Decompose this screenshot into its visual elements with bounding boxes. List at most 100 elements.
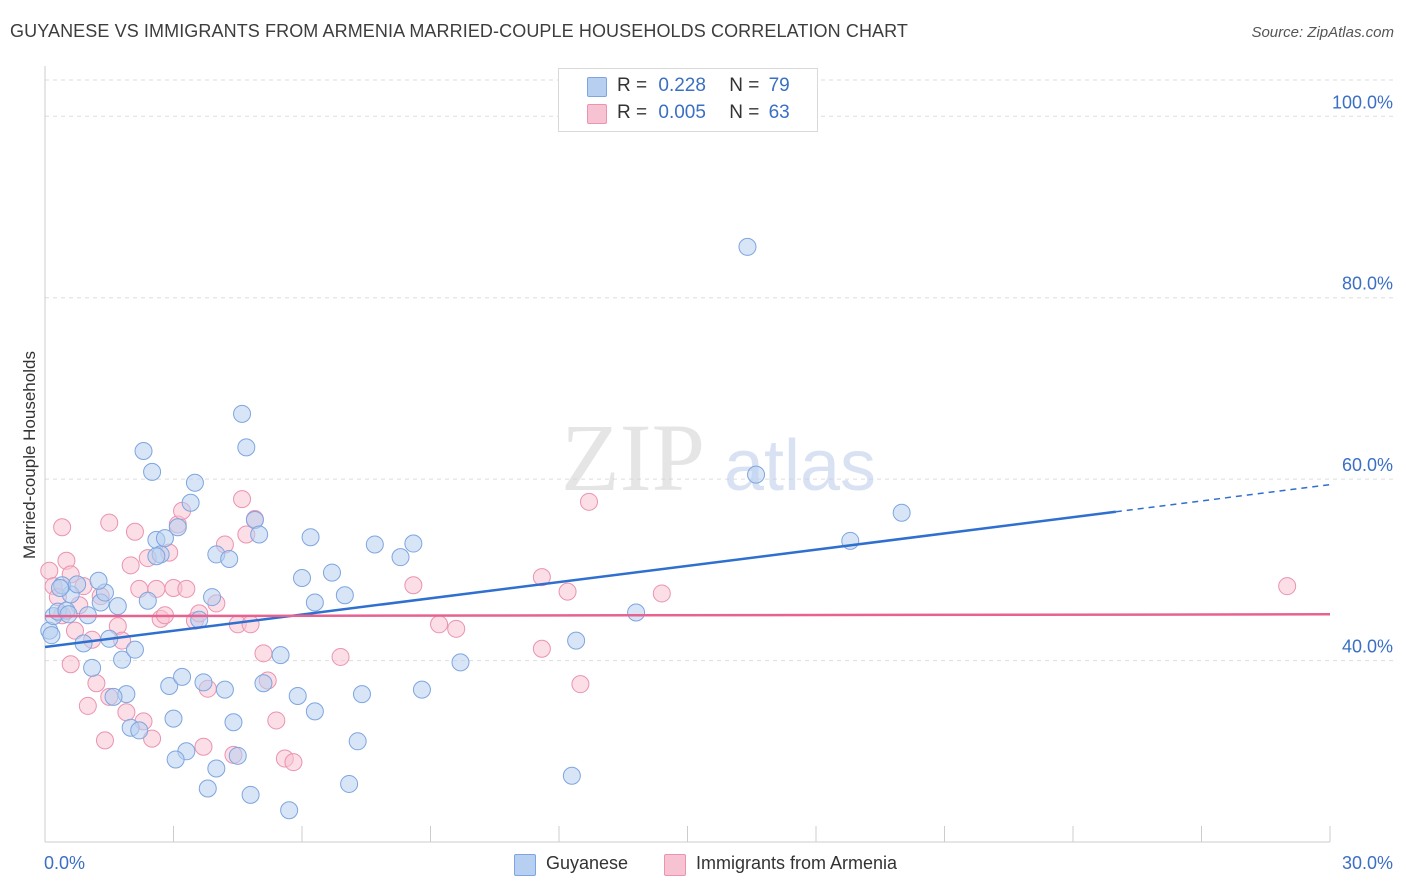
guyanese-point xyxy=(50,579,69,597)
tick-labels: 40.0% 60.0% 80.0% 100.0% 0.0% 30.0% xyxy=(44,92,1393,873)
guyanese-point xyxy=(250,525,269,544)
armenia-point xyxy=(241,615,260,634)
guyanese-point xyxy=(181,493,200,512)
guyanese-point xyxy=(155,529,174,548)
y-tick-label: 80.0% xyxy=(1342,274,1393,294)
legend-n-value: 79 xyxy=(768,75,790,96)
chart-title: GUYANESE VS IMMIGRANTS FROM ARMENIA MARR… xyxy=(10,21,909,41)
bottom-legend-swatch-armenia xyxy=(664,854,686,876)
guyanese-point xyxy=(305,702,324,721)
guyanese-point xyxy=(83,658,102,677)
guyanese-point xyxy=(147,547,166,566)
x-tick-label-max: 30.0% xyxy=(1342,853,1393,873)
guyanese-trend-line xyxy=(44,510,1116,649)
armenia-point xyxy=(404,576,423,595)
guyanese-point xyxy=(335,586,354,605)
armenia-point xyxy=(579,492,598,511)
guyanese-point xyxy=(288,686,307,705)
armenia-point xyxy=(177,579,196,598)
guyanese-point xyxy=(627,603,646,622)
guyanese-point xyxy=(143,462,162,481)
armenia-point xyxy=(267,711,286,730)
guyanese-point xyxy=(42,626,61,645)
guyanese-point xyxy=(892,503,911,522)
armenia-point xyxy=(331,647,350,666)
guyanese-point xyxy=(59,605,78,624)
armenia-point xyxy=(117,703,136,722)
guyanese-point xyxy=(322,563,341,582)
guyanese-point xyxy=(391,548,410,567)
armenia-point xyxy=(558,582,577,601)
guyanese-point xyxy=(412,680,431,699)
trend-lines xyxy=(44,483,1331,649)
guyanese-point xyxy=(237,438,256,457)
armenia-point xyxy=(194,737,213,756)
legend-r-value: 0.228 xyxy=(658,75,706,96)
guyanese-point xyxy=(404,534,423,553)
legend-r-label: R = xyxy=(617,75,648,96)
guyanese-point xyxy=(738,237,757,256)
guyanese-point xyxy=(130,721,149,740)
bottom-legend-label-guyanese: Guyanese xyxy=(546,853,629,873)
source-credit: Source: ZipAtlas.com xyxy=(1251,24,1394,41)
axes xyxy=(44,66,1331,843)
guyanese-point xyxy=(451,653,470,672)
watermark-zip: ZIP xyxy=(561,404,705,511)
guyanese-point xyxy=(254,674,273,693)
armenia-point xyxy=(430,615,449,634)
guyanese-point xyxy=(293,569,311,588)
armenia-point xyxy=(447,619,466,638)
armenia-point xyxy=(652,584,671,603)
armenia-point xyxy=(40,561,59,580)
watermark: ZIP atlas xyxy=(561,404,876,511)
guyanese-point xyxy=(280,801,299,820)
series-armenia-points xyxy=(40,490,1297,772)
guyanese-point xyxy=(220,549,239,568)
armenia-point xyxy=(284,753,303,772)
guyanese-point xyxy=(567,631,586,650)
armenia-point xyxy=(125,522,144,541)
guyanese-point xyxy=(340,774,359,793)
guyanese-point xyxy=(164,709,183,728)
guyanese-point xyxy=(198,779,217,798)
y-tick-label: 100.0% xyxy=(1332,92,1393,112)
guyanese-point xyxy=(173,667,192,686)
guyanese-point xyxy=(207,759,226,778)
legend-swatch-guyanese xyxy=(587,77,607,97)
legend-n-label: N = xyxy=(729,102,760,123)
guyanese-point xyxy=(348,732,367,751)
legend-swatch-armenia xyxy=(587,104,607,124)
guyanese-point xyxy=(108,597,127,616)
guyanese-point xyxy=(365,535,384,554)
guyanese-point xyxy=(228,746,247,765)
guyanese-point xyxy=(224,713,243,732)
guyanese-point xyxy=(233,404,252,423)
armenia-point xyxy=(100,513,119,532)
guyanese-point xyxy=(194,673,213,692)
guyanese-point xyxy=(241,785,260,804)
gridlines xyxy=(45,79,1395,662)
y-tick-label: 60.0% xyxy=(1342,455,1393,475)
y-tick-label: 40.0% xyxy=(1342,637,1393,657)
armenia-point xyxy=(87,674,106,693)
guyanese-point xyxy=(305,593,324,612)
guyanese-point xyxy=(125,640,144,659)
guyanese-point xyxy=(166,750,185,769)
guyanese-point xyxy=(138,591,157,610)
legend-r-value: 0.005 xyxy=(658,102,706,123)
armenia-point xyxy=(53,518,72,537)
guyanese-point xyxy=(352,685,371,704)
armenia-point xyxy=(532,568,551,587)
bottom-legend-label-armenia: Immigrants from Armenia xyxy=(696,853,898,873)
guyanese-point xyxy=(160,676,179,695)
guyanese-trend-extension xyxy=(1115,483,1331,513)
armenia-point xyxy=(1278,577,1297,596)
legend-n-value: 63 xyxy=(768,102,790,123)
stats-legend: R = 0.228 N = 79 R = 0.005 N = 63 xyxy=(558,68,818,132)
legend-r-label: R = xyxy=(617,102,648,123)
guyanese-point xyxy=(68,575,87,594)
guyanese-point xyxy=(562,766,581,785)
armenia-point xyxy=(95,731,114,750)
guyanese-point xyxy=(747,465,766,484)
